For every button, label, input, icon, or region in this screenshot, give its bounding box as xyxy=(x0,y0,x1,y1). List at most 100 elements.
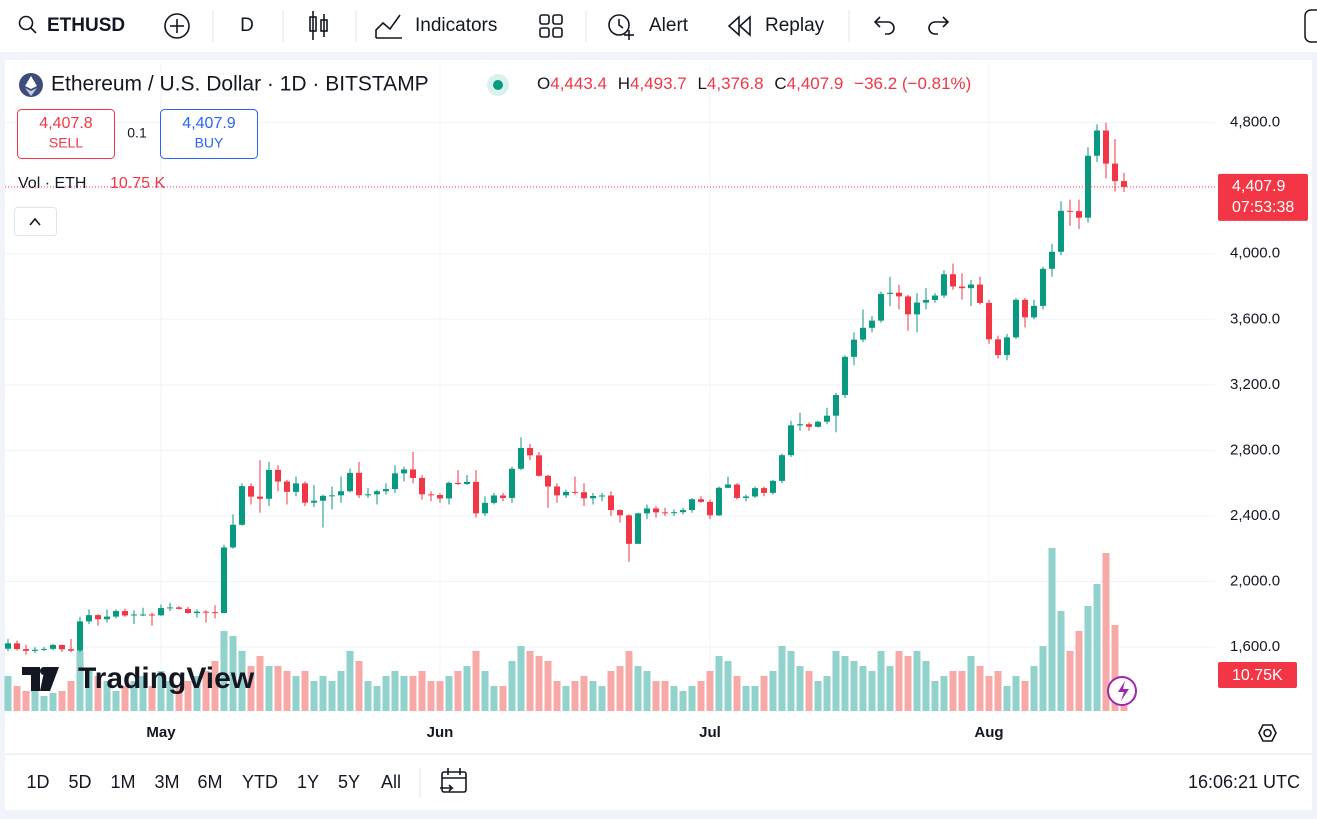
volume-bar xyxy=(778,646,786,711)
candle-body xyxy=(284,481,290,492)
volume-bar xyxy=(193,676,201,711)
range-button[interactable]: 1M xyxy=(110,772,135,792)
candle-body xyxy=(500,495,506,498)
volume-bar xyxy=(499,686,507,711)
candle-body xyxy=(347,472,353,492)
chart-type-button[interactable] xyxy=(309,11,328,40)
volume-bar xyxy=(301,671,309,711)
candle-body xyxy=(257,496,263,499)
spread: 0.1 xyxy=(127,125,147,141)
volume-bar xyxy=(103,681,111,711)
candle-body xyxy=(464,481,470,485)
redo-button[interactable] xyxy=(928,16,950,35)
buy-price[interactable]: 4,407.9 xyxy=(182,115,235,132)
range-button[interactable]: 1Y xyxy=(297,772,319,792)
candle-body xyxy=(1031,305,1037,318)
candle-body xyxy=(608,495,614,511)
candle-body xyxy=(680,510,686,513)
symbol[interactable]: ETHUSD xyxy=(47,15,125,36)
candle-body xyxy=(734,484,740,498)
candle-body xyxy=(644,508,650,514)
volume-bar xyxy=(472,651,480,711)
volume-bar xyxy=(796,666,804,711)
collapse-button[interactable] xyxy=(14,207,57,236)
logo-mark xyxy=(22,667,59,691)
volume-bar xyxy=(1003,686,1011,711)
range-button[interactable]: 6M xyxy=(197,772,222,792)
sell-price[interactable]: 4,407.8 xyxy=(39,115,92,132)
range-button[interactable]: 5D xyxy=(68,772,91,792)
candle-body xyxy=(572,491,578,493)
volume-bar xyxy=(553,681,561,711)
compare-button[interactable] xyxy=(164,13,190,39)
layouts-button[interactable] xyxy=(539,14,563,38)
assistant-button[interactable] xyxy=(1107,676,1137,706)
range-button[interactable]: All xyxy=(381,772,401,792)
candle-body xyxy=(401,469,407,474)
volume-bar xyxy=(715,656,723,711)
alert-button[interactable]: Alert xyxy=(608,14,689,40)
candle-body xyxy=(896,292,902,297)
range-button[interactable]: 5Y xyxy=(338,772,360,792)
sell-button[interactable]: 4,407.8 SELL xyxy=(17,109,115,159)
candle-body xyxy=(860,327,866,340)
candle-body xyxy=(986,302,992,340)
volume-bar xyxy=(49,693,57,711)
candle-body xyxy=(779,455,785,481)
undo-button[interactable] xyxy=(873,16,895,35)
volume-bar xyxy=(1048,548,1056,711)
volume-bar xyxy=(985,676,993,711)
candle-body xyxy=(797,424,803,426)
logo-text: TradingView xyxy=(78,662,255,695)
candle-body xyxy=(293,483,299,492)
range-button[interactable]: 1D xyxy=(26,772,49,792)
panel-button[interactable] xyxy=(1304,9,1317,43)
volume-tag-label: 10.75K xyxy=(1232,667,1283,684)
y-tick-label: 2,800.0 xyxy=(1230,441,1280,458)
candle-body xyxy=(815,421,821,427)
volume-bar xyxy=(364,681,372,711)
candle-body xyxy=(320,495,326,501)
volume-bar xyxy=(922,661,930,711)
buy-button[interactable]: 4,407.9 BUY xyxy=(160,109,258,159)
interval[interactable]: D xyxy=(240,15,254,36)
candle-body xyxy=(1076,211,1082,218)
volume-bar xyxy=(670,686,678,711)
symbol-search[interactable]: ETHUSD xyxy=(18,15,126,36)
volume-bar xyxy=(787,651,795,711)
range-button[interactable]: YTD xyxy=(242,772,278,792)
y-tick-label: 3,200.0 xyxy=(1230,376,1280,393)
volume-bar xyxy=(1102,553,1110,711)
volume-bar xyxy=(148,686,156,711)
l-value: 4,376.8 xyxy=(707,74,764,93)
settings-button[interactable] xyxy=(1258,724,1277,742)
volume-bar xyxy=(697,681,705,711)
volume-bar xyxy=(319,676,327,711)
volume-bar xyxy=(13,686,21,711)
candle-body xyxy=(914,302,920,315)
candle-body xyxy=(230,524,236,548)
date-range-button[interactable] xyxy=(440,768,467,793)
range-button[interactable]: 3M xyxy=(154,772,179,792)
buy-label[interactable]: BUY xyxy=(195,135,224,151)
volume-bar xyxy=(949,671,957,711)
alert-label[interactable]: Alert xyxy=(649,15,689,36)
volume-tag xyxy=(1218,662,1297,688)
candle-body xyxy=(392,473,398,490)
volume-bar xyxy=(391,671,399,711)
indicators-button[interactable]: Indicators xyxy=(375,14,497,39)
volume-bar xyxy=(841,656,849,711)
candle-body xyxy=(878,293,884,321)
replay-button[interactable]: Replay xyxy=(727,15,825,37)
candle-body xyxy=(248,486,254,497)
sell-label[interactable]: SELL xyxy=(49,135,83,151)
logo-mark xyxy=(40,667,48,675)
candle-body xyxy=(194,611,200,613)
candle-body xyxy=(5,643,11,649)
indicators-label[interactable]: Indicators xyxy=(415,15,497,36)
replay-label[interactable]: Replay xyxy=(765,15,825,36)
candle-body xyxy=(77,621,83,651)
volume-legend-label: Vol · ETH xyxy=(18,175,86,192)
volume-bar xyxy=(526,651,534,711)
